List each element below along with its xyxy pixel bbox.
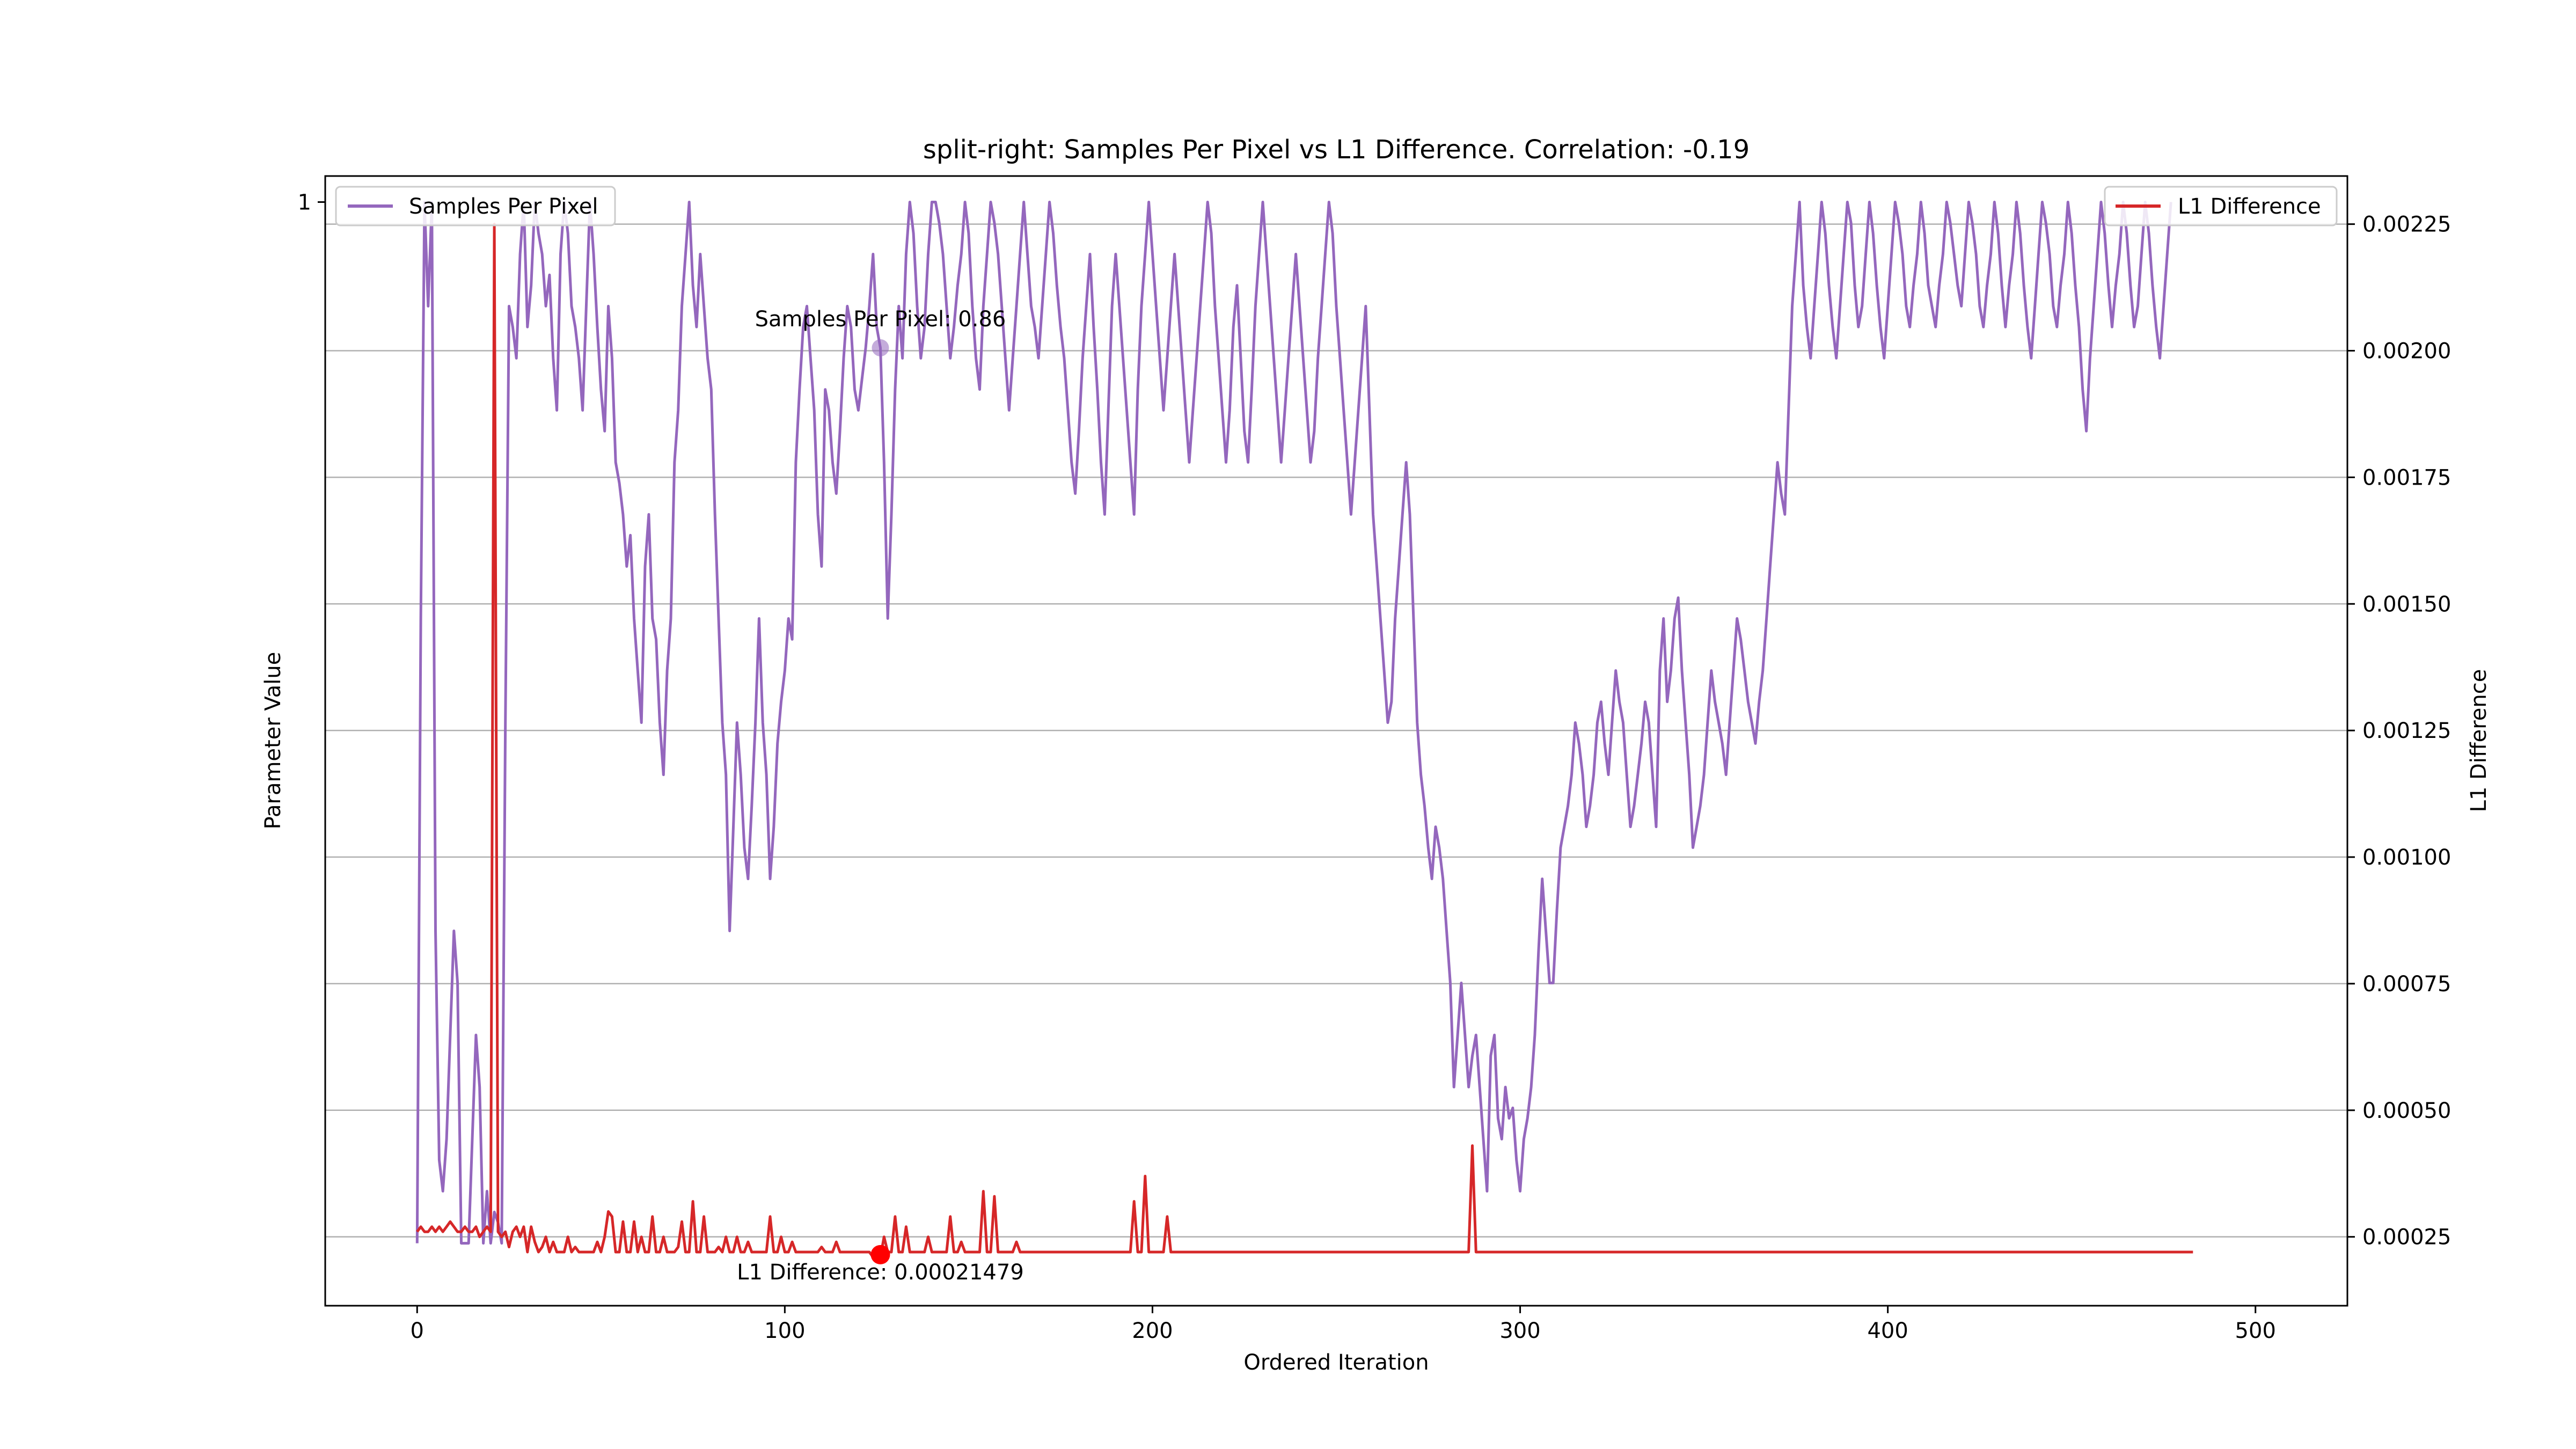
legend-right-box (2104, 186, 2338, 226)
series-line-samples-per-pixel (415, 201, 2172, 1245)
legend-left: Samples Per Pixel (335, 186, 616, 226)
y-right-tick-label-2: 0.00075 (2362, 972, 2451, 997)
legend-right: L1 Difference (2104, 186, 2338, 226)
y-right-tick-label-1: 0.00050 (2362, 1099, 2451, 1123)
y-right-tick-label-0: 0.00025 (2362, 1225, 2451, 1250)
x-axis-label: Ordered Iteration (1243, 1350, 1429, 1375)
y-right-tick-label-5: 0.00150 (2362, 592, 2451, 617)
x-tick-label-200: 200 (1132, 1319, 1173, 1343)
y-axis-left-label: Parameter Value (261, 652, 286, 830)
x-tick-label-500: 500 (2235, 1319, 2276, 1343)
y-right-tick-label-4: 0.00125 (2362, 719, 2451, 743)
chart-title: split-right: Samples Per Pixel vs L1 Dif… (923, 135, 1750, 165)
annotations: Samples Per Pixel: 0.86 L1 Difference: 0… (737, 307, 1024, 1285)
y-axis-right-label: L1 Difference (2467, 669, 2491, 813)
x-axis: 0 100 200 300 400 500 (411, 1306, 2276, 1343)
y-right-tick-label-6: 0.00175 (2362, 465, 2451, 490)
legend-left-box (335, 186, 616, 226)
series-layer (415, 201, 2193, 1258)
y-right-tick-label-7: 0.00200 (2362, 339, 2451, 364)
y-right-tick-label-3: 0.00100 (2362, 845, 2451, 870)
y-left-tick-label-1: 1 (298, 191, 311, 215)
x-tick-label-300: 300 (1499, 1319, 1540, 1343)
y-right-tick-label-8: 0.00225 (2362, 213, 2451, 237)
x-tick-label-400: 400 (1867, 1319, 1908, 1343)
annotation-marker-samples-per-pixel (872, 339, 889, 357)
annotation-label-l1-difference: L1 Difference: 0.00021479 (737, 1260, 1024, 1285)
plot-frame (324, 175, 2348, 1307)
x-tick-label-100: 100 (764, 1319, 805, 1343)
annotation-label-samples-per-pixel: Samples Per Pixel: 0.86 (755, 307, 1006, 332)
legend-right-label: L1 Difference (2178, 194, 2321, 219)
y-axis-left: 1 (298, 191, 325, 215)
annotation-marker-l1-difference (870, 1245, 890, 1264)
legend-left-label: Samples Per Pixel (409, 194, 598, 219)
y-axis-right: 0.00025 0.00050 0.00075 0.00100 0.00125 0.001… (2347, 213, 2451, 1250)
series-line-l1-difference (416, 223, 2193, 1258)
x-tick-label-0: 0 (411, 1319, 424, 1343)
